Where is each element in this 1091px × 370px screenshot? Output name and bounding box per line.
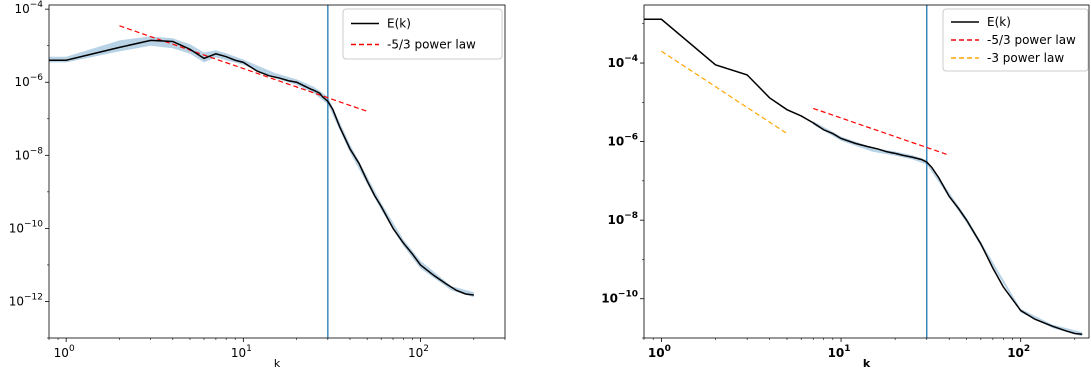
uncertainty-band	[813, 121, 1083, 337]
chart-panel-1: 100 101 102 10−12 10−10 10−8 10−6 10−4 k E(k) -5/3…	[9, 0, 506, 370]
y-tick-label: 10−10	[9, 219, 44, 235]
x-tick-label: 102	[408, 344, 429, 360]
series-line-2	[119, 25, 368, 112]
y-tick-label: 10−4	[607, 54, 638, 70]
legend-label-1: E(k)	[387, 17, 411, 31]
x-tick-label: 101	[231, 344, 252, 360]
series-line-3	[661, 50, 788, 135]
y-tick-label: 10−10	[601, 290, 638, 306]
x-axis-label: k	[863, 357, 871, 370]
legend-label-1: E(k)	[987, 15, 1011, 29]
x-tick-label: 100	[648, 344, 671, 360]
series-line-1	[49, 39, 474, 296]
chart-panel-2: 100 101 102 10−10 10−8 10−6 10−4 k E(k) -5/3 powe…	[601, 4, 1090, 370]
y-tick-label: 10−4	[14, 0, 43, 16]
legend-label-2: -5/3 power law	[987, 33, 1076, 47]
series-line-1	[644, 18, 1083, 335]
series-line-2	[813, 107, 950, 156]
y-tick-label: 10−8	[14, 146, 43, 162]
x-tick-label: 100	[54, 344, 75, 360]
x-axis-label: k	[274, 357, 281, 370]
y-tick-label: 10−6	[607, 133, 638, 149]
axes-frame	[48, 4, 506, 339]
uncertainty-band	[49, 36, 474, 298]
plot-area	[49, 5, 474, 338]
axes-frame	[643, 4, 1090, 339]
plot-area	[644, 5, 1083, 338]
legend-label-3: -3 power law	[987, 51, 1064, 65]
x-tick-label: 102	[1007, 344, 1030, 360]
x-tick-label: 101	[828, 344, 851, 360]
legend-label-2: -5/3 power law	[387, 38, 476, 52]
legend-box	[942, 8, 1089, 72]
y-tick-label: 10−8	[607, 211, 638, 227]
legend-box	[342, 8, 503, 60]
y-tick-label: 10−6	[14, 73, 43, 89]
y-tick-label: 10−12	[9, 292, 43, 308]
